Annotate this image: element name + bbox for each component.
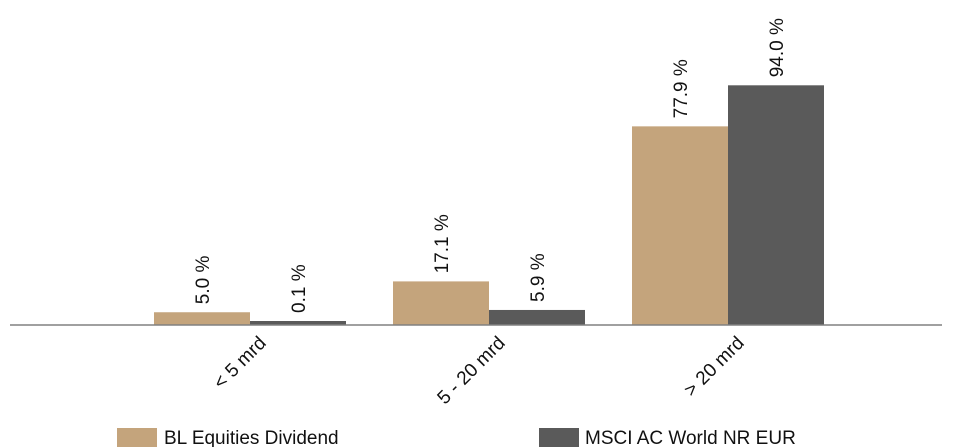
x-tick-label-2: 5 - 20 mrd <box>434 333 510 409</box>
bar-msci-ac-world-nr-eur-3 <box>728 85 824 325</box>
bar-bl-equities-dividend-3 <box>632 126 728 325</box>
legend-swatch-msci-ac-world-nr-eur <box>539 428 579 447</box>
value-label-msci-ac-world-nr-eur-2: 5.9 % <box>528 253 549 302</box>
value-label-bl-equities-dividend-3: 77.9 % <box>671 59 692 118</box>
bar-msci-ac-world-nr-eur-2 <box>489 309 585 325</box>
x-tick-label-3: > 20 mrd <box>680 333 748 401</box>
legend-label-bl-equities-dividend: BL Equities Dividend <box>164 428 339 447</box>
x-tick-label-1: < 5 mrd <box>210 333 271 394</box>
bar-bl-equities-dividend-1 <box>154 312 250 325</box>
legend: BL Equities Dividend MSCI AC World NR EUR <box>117 428 796 447</box>
bar-bl-equities-dividend-2 <box>393 281 489 325</box>
value-label-msci-ac-world-nr-eur-1: 0.1 % <box>289 264 310 313</box>
value-label-bl-equities-dividend-1: 5.0 % <box>193 256 214 305</box>
value-label-msci-ac-world-nr-eur-3: 94.0 % <box>767 18 788 77</box>
value-labels-layer: 5.0 % 0.1 % 17.1 % 5.9 % 77.9 % 94.0 % <box>193 18 788 313</box>
value-label-bl-equities-dividend-2: 17.1 % <box>432 214 453 273</box>
legend-swatch-bl-equities-dividend <box>117 428 157 447</box>
bar-msci-ac-world-nr-eur-1 <box>250 321 346 325</box>
legend-label-msci-ac-world-nr-eur: MSCI AC World NR EUR <box>585 428 796 447</box>
bars-layer <box>154 85 824 325</box>
x-tick-labels: < 5 mrd 5 - 20 mrd > 20 mrd <box>210 333 749 409</box>
